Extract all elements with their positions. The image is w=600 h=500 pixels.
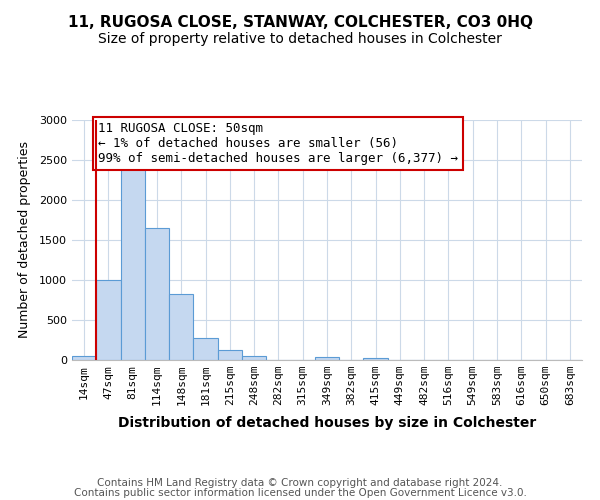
Bar [121,164,145,360]
Bar [218,350,242,360]
Bar [72,356,96,360]
Bar [315,357,339,360]
Text: 11, RUGOSA CLOSE, STANWAY, COLCHESTER, CO3 0HQ: 11, RUGOSA CLOSE, STANWAY, COLCHESTER, C… [67,15,533,30]
Y-axis label: Number of detached properties: Number of detached properties [17,142,31,338]
Bar [96,280,121,360]
Bar [145,228,169,360]
Bar [193,338,218,360]
Bar [364,358,388,360]
Bar [242,356,266,360]
Text: Contains HM Land Registry data © Crown copyright and database right 2024.: Contains HM Land Registry data © Crown c… [97,478,503,488]
Bar [169,294,193,360]
X-axis label: Distribution of detached houses by size in Colchester: Distribution of detached houses by size … [118,416,536,430]
Text: 11 RUGOSA CLOSE: 50sqm
← 1% of detached houses are smaller (56)
99% of semi-deta: 11 RUGOSA CLOSE: 50sqm ← 1% of detached … [97,122,458,166]
Text: Contains public sector information licensed under the Open Government Licence v3: Contains public sector information licen… [74,488,526,498]
Text: Size of property relative to detached houses in Colchester: Size of property relative to detached ho… [98,32,502,46]
